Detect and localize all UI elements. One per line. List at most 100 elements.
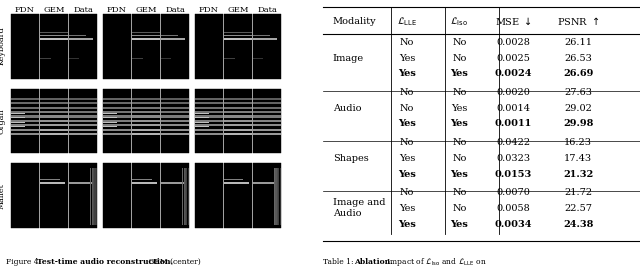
Bar	[11, 124, 39, 126]
Bar	[40, 58, 51, 59]
Bar	[132, 120, 160, 122]
Bar	[40, 89, 68, 153]
Text: 0.0025: 0.0025	[497, 54, 530, 62]
Bar	[224, 115, 252, 118]
Bar	[103, 89, 131, 153]
Text: 0.0058: 0.0058	[497, 204, 530, 213]
Text: Audio: Audio	[333, 104, 361, 113]
Text: Yes: Yes	[451, 119, 468, 129]
Bar	[132, 182, 157, 184]
Bar	[103, 102, 131, 104]
Text: No: No	[452, 204, 467, 213]
Text: Yes: Yes	[399, 54, 415, 62]
Bar	[195, 120, 223, 122]
Bar	[132, 163, 160, 228]
Bar	[224, 133, 252, 135]
Bar	[224, 14, 252, 79]
Bar	[69, 111, 97, 113]
Bar	[253, 120, 281, 122]
Bar	[69, 38, 93, 40]
Bar	[195, 117, 209, 118]
Text: Yes: Yes	[399, 154, 415, 163]
Bar	[132, 14, 160, 79]
Text: No: No	[400, 104, 414, 113]
Bar	[188, 168, 189, 225]
Bar	[224, 38, 252, 40]
Bar	[224, 111, 252, 113]
Text: No: No	[452, 88, 467, 97]
Bar	[253, 133, 281, 135]
Text: No: No	[400, 138, 414, 147]
Bar	[93, 168, 94, 225]
Text: MSE $\downarrow$: MSE $\downarrow$	[495, 16, 532, 27]
Bar	[186, 168, 188, 225]
Bar	[195, 122, 209, 123]
Text: No: No	[452, 154, 467, 163]
Bar	[253, 58, 263, 59]
Bar	[224, 107, 252, 109]
Text: Audio: Audio	[333, 209, 361, 218]
Text: 0.0422: 0.0422	[496, 138, 531, 147]
Text: No: No	[400, 88, 414, 97]
Bar	[253, 98, 281, 100]
Text: Yes: Yes	[398, 119, 416, 129]
Bar	[253, 35, 270, 36]
Bar	[224, 163, 252, 228]
Bar	[40, 120, 68, 122]
Bar	[195, 98, 223, 100]
Bar	[40, 14, 68, 79]
Bar	[11, 115, 39, 118]
Bar	[132, 129, 160, 131]
Bar	[195, 129, 223, 131]
Bar	[132, 58, 143, 59]
Bar	[103, 14, 131, 79]
Bar	[195, 126, 209, 127]
Bar	[69, 14, 97, 79]
Bar	[103, 98, 131, 100]
Text: 24.38: 24.38	[563, 220, 593, 229]
Bar	[195, 115, 223, 118]
Bar	[40, 163, 68, 228]
Bar	[224, 102, 252, 104]
Bar	[224, 98, 252, 100]
Bar	[161, 89, 189, 153]
Text: Organ: Organ	[0, 108, 6, 134]
Text: No: No	[400, 38, 414, 47]
Bar	[11, 129, 39, 131]
Bar	[161, 163, 189, 228]
Text: Image: Image	[333, 54, 364, 62]
Text: 0.0153: 0.0153	[495, 170, 532, 179]
Text: Yes: Yes	[399, 204, 415, 213]
Bar	[11, 120, 39, 122]
Text: Yes: Yes	[451, 69, 468, 78]
Bar	[132, 102, 160, 104]
Bar	[103, 129, 131, 131]
Text: 27.63: 27.63	[564, 88, 592, 97]
Bar	[69, 58, 79, 59]
Bar	[161, 14, 189, 79]
Bar	[40, 182, 65, 184]
Text: No: No	[452, 138, 467, 147]
Bar	[132, 179, 152, 180]
Text: Image and: Image and	[333, 198, 385, 207]
Bar	[161, 120, 189, 122]
Bar	[161, 102, 189, 104]
Text: Yes: Yes	[451, 170, 468, 179]
Bar	[161, 111, 189, 113]
Text: Shapes: Shapes	[333, 154, 369, 163]
Bar	[11, 122, 25, 123]
Bar	[92, 168, 93, 225]
Text: 26.69: 26.69	[563, 69, 593, 78]
Bar	[90, 168, 92, 225]
Text: 17.43: 17.43	[564, 154, 592, 163]
Bar	[96, 168, 97, 225]
Text: 26.11: 26.11	[564, 38, 592, 47]
Bar	[40, 32, 68, 33]
Text: 29.02: 29.02	[564, 104, 592, 113]
Bar	[11, 117, 25, 118]
Text: Modality: Modality	[333, 17, 376, 26]
Bar	[40, 35, 68, 36]
Bar	[69, 124, 97, 126]
Bar	[132, 32, 160, 33]
Text: Yes: Yes	[398, 69, 416, 78]
